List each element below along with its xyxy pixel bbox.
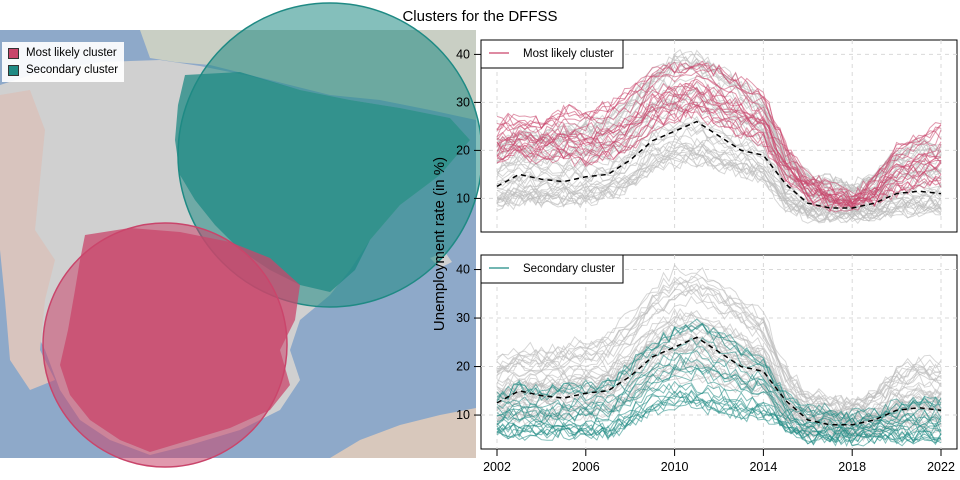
panel-1-grey-series-22 — [496, 49, 942, 192]
panel-1-highlight-series-12 — [496, 61, 942, 198]
panel-1-highlight-series-15 — [496, 80, 942, 206]
panel-2-highlight-series-19 — [496, 337, 942, 427]
x-tick-label-2018: 2018 — [838, 460, 866, 474]
panel-2-grey-series-31 — [496, 263, 942, 406]
panel-2-grey-series-14 — [496, 289, 942, 414]
panel-2-highlight-series-16 — [496, 322, 942, 422]
panel-2-grey-series-40 — [496, 310, 942, 422]
panel-1-highlight-series-17 — [496, 64, 942, 204]
panel-1-highlight-series-19 — [496, 90, 942, 206]
x-tick-label-2014: 2014 — [749, 460, 777, 474]
x-tick-label-2010: 2010 — [661, 460, 689, 474]
panel-2-highlight-series-13 — [496, 380, 942, 438]
panel-1-grey-series-13 — [496, 139, 942, 218]
secondary-swatch — [8, 65, 19, 76]
map-legend-item-most-likely: Most likely cluster — [8, 45, 118, 62]
x-tick-label-2022: 2022 — [927, 460, 955, 474]
panel-1-ytick-label-20: 20 — [456, 143, 470, 157]
cluster-map — [0, 2, 480, 468]
panel-2-grey-series-36 — [496, 275, 942, 411]
panel-1-grey-series-33 — [496, 55, 942, 191]
x-tick-label-2006: 2006 — [572, 460, 600, 474]
panel-1-grey-series-21 — [496, 115, 942, 213]
panel-1-highlight-series-7 — [496, 103, 942, 212]
panel-1-median-line — [496, 120, 942, 209]
most-likely-swatch — [8, 48, 19, 59]
panel-2-highlight-series-21 — [496, 389, 942, 443]
map-land-africa — [330, 408, 476, 458]
panel-2-highlight-series-22 — [496, 367, 942, 436]
panel-2-grey-series-30 — [496, 279, 942, 412]
panel-2-ytick-label-20: 20 — [456, 360, 470, 374]
panel-2-highlight-series-18 — [496, 363, 942, 436]
x-tick-label-2002: 2002 — [483, 460, 511, 474]
panel-1-highlight-series-20 — [496, 108, 942, 213]
most-likely-cluster-region — [60, 228, 300, 452]
panel-1-grey-series-37 — [496, 142, 942, 220]
panel-2-grey-series-38 — [496, 283, 942, 411]
panel-1-ytick-label-30: 30 — [456, 95, 470, 109]
panel-1-highlight-series-9 — [496, 69, 942, 204]
panel-1-grey-series-40 — [496, 135, 942, 216]
panel-2-median-line — [496, 336, 942, 426]
panel-2-legend-box — [480, 254, 624, 284]
figure-title: Clusters for the DFFSS — [402, 8, 558, 25]
y-axis-label: Unemployment rate (in %) — [431, 157, 448, 331]
panel-2-ytick-label-10: 10 — [456, 408, 470, 422]
panel-2-highlight-series-14 — [496, 394, 942, 446]
panel-1-highlight-series-21 — [496, 74, 942, 204]
map-legend-label-secondary: Secondary cluster — [26, 64, 119, 76]
panel-2-highlight-series-15 — [496, 318, 942, 420]
panel-2-legend-label: Secondary cluster — [523, 263, 615, 275]
panel-1-highlight-series-22 — [496, 82, 942, 206]
panel-1-grey-series-35 — [496, 150, 942, 223]
panel-1-highlight-series-18 — [496, 101, 941, 213]
panel-1-ytick-label-40: 40 — [456, 47, 470, 61]
panel-2-grey-series-13 — [496, 307, 942, 423]
panel-1-ytick-label-10: 10 — [456, 191, 470, 205]
map-legend-item-secondary: Secondary cluster — [8, 62, 118, 79]
panel-1-highlight-series-10 — [496, 94, 942, 211]
map-legend: Most likely cluster Secondary cluster — [2, 42, 125, 82]
map-legend-label-most-likely: Most likely cluster — [26, 47, 117, 59]
panel-2-highlight-series-12 — [496, 392, 942, 446]
panel-2-highlight-series-20 — [496, 349, 942, 430]
panel-1-legend-label: Most likely cluster — [523, 48, 614, 60]
panel-2-ytick-label-40: 40 — [456, 263, 470, 277]
map-land-portugal — [0, 90, 55, 390]
panel-1-grey-series-17 — [496, 116, 942, 212]
panel-2-ytick-label-30: 30 — [456, 311, 470, 325]
secondary-cluster-region — [175, 72, 470, 292]
panel-2-grey-series-37 — [496, 331, 942, 426]
panel-1-legend-box — [480, 39, 624, 69]
